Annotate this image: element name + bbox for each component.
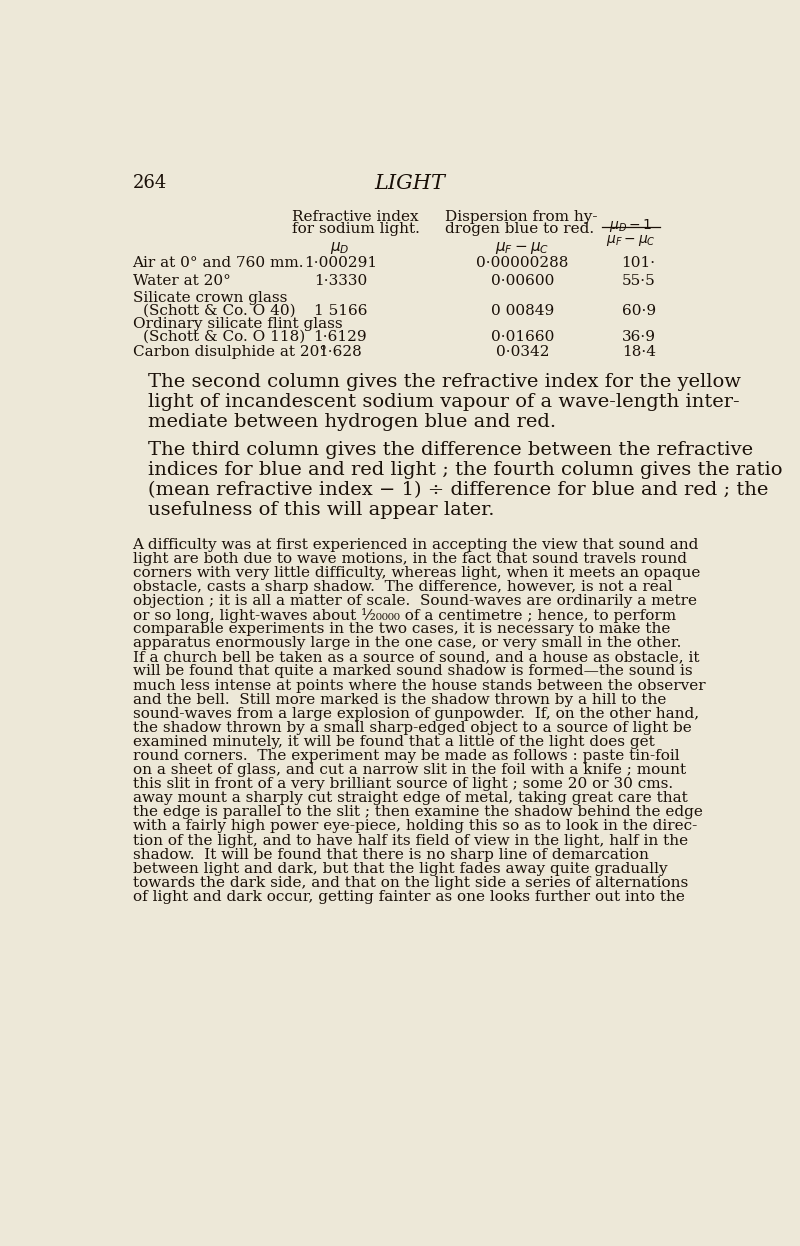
Text: sound-waves from a large explosion of gunpowder.  If, on the other hand,: sound-waves from a large explosion of gu…: [133, 706, 698, 720]
Text: If a church bell be taken as a source of sound, and a house as obstacle, it: If a church bell be taken as a source of…: [133, 650, 699, 664]
Text: apparatus enormously large in the one case, or very small in the other.: apparatus enormously large in the one ca…: [133, 637, 681, 650]
Text: 36·9: 36·9: [622, 330, 656, 344]
Text: usefulness of this will appear later.: usefulness of this will appear later.: [148, 501, 494, 518]
Text: 0·00000288: 0·00000288: [476, 255, 569, 270]
Text: Silicate crown glass: Silicate crown glass: [133, 292, 287, 305]
Text: the edge is parallel to the slit ; then examine the shadow behind the edge: the edge is parallel to the slit ; then …: [133, 805, 702, 820]
Text: indices for blue and red light ; the fourth column gives the ratio: indices for blue and red light ; the fou…: [148, 461, 782, 478]
Text: examined minutely, it will be found that a little of the light does get: examined minutely, it will be found that…: [133, 735, 654, 749]
Text: Air at 0° and 760 mm.: Air at 0° and 760 mm.: [133, 255, 304, 270]
Text: 1·3330: 1·3330: [314, 274, 367, 288]
Text: the shadow thrown by a small sharp-edged object to a source of light be: the shadow thrown by a small sharp-edged…: [133, 720, 691, 735]
Text: with a fairly high power eye-piece, holding this so as to look in the direc-: with a fairly high power eye-piece, hold…: [133, 820, 697, 834]
Text: LIGHT: LIGHT: [374, 174, 446, 193]
Text: comparable experiments in the two cases, it is necessary to make the: comparable experiments in the two cases,…: [133, 622, 670, 637]
Text: 1·628: 1·628: [318, 345, 362, 359]
Text: (mean refractive index − 1) ÷ difference for blue and red ; the: (mean refractive index − 1) ÷ difference…: [148, 481, 769, 498]
Text: Dispersion from hy-: Dispersion from hy-: [445, 209, 598, 223]
Text: The third column gives the difference between the refractive: The third column gives the difference be…: [148, 441, 753, 459]
Text: 1·000291: 1·000291: [304, 255, 377, 270]
Text: of light and dark occur, getting fainter as one looks further out into the: of light and dark occur, getting fainter…: [133, 890, 685, 903]
Text: Carbon disulphide at 20°: Carbon disulphide at 20°: [133, 345, 326, 359]
Text: this slit in front of a very brilliant source of light ; some 20 or 30 cms.: this slit in front of a very brilliant s…: [133, 778, 673, 791]
Text: Ordinary silicate flint glass: Ordinary silicate flint glass: [133, 318, 342, 331]
Text: Water at 20°: Water at 20°: [133, 274, 230, 288]
Text: 1 5166: 1 5166: [314, 304, 367, 318]
Text: 1·6129: 1·6129: [314, 330, 367, 344]
Text: light of incandescent sodium vapour of a wave-length inter-: light of incandescent sodium vapour of a…: [148, 392, 740, 411]
Text: or so long, light-waves about ¹⁄₂₀₀₀₀ of a centimetre ; hence, to perform: or so long, light-waves about ¹⁄₂₀₀₀₀ of…: [133, 608, 676, 623]
Text: 0·0342: 0·0342: [496, 345, 549, 359]
Text: The second column gives the refractive index for the yellow: The second column gives the refractive i…: [148, 373, 741, 391]
Text: 0 00849: 0 00849: [490, 304, 554, 318]
Text: Refractive index: Refractive index: [292, 209, 419, 223]
Text: round corners.  The experiment may be made as follows : paste tin-foil: round corners. The experiment may be mad…: [133, 749, 679, 763]
Text: $\mu_D$: $\mu_D$: [330, 240, 350, 257]
Text: for sodium light.: for sodium light.: [292, 222, 420, 235]
Text: light are both due to wave motions, in the fact that sound travels round: light are both due to wave motions, in t…: [133, 552, 686, 566]
Text: tion of the light, and to have half its field of view in the light, half in the: tion of the light, and to have half its …: [133, 834, 688, 847]
Text: 18·4: 18·4: [622, 345, 656, 359]
Text: 60·9: 60·9: [622, 304, 656, 318]
Text: $\mu_D - 1$: $\mu_D - 1$: [609, 217, 653, 234]
Text: 101·: 101·: [622, 255, 656, 270]
Text: (Schott & Co. O 118): (Schott & Co. O 118): [143, 330, 306, 344]
Text: away mount a sharply cut straight edge of metal, taking great care that: away mount a sharply cut straight edge o…: [133, 791, 687, 805]
Text: drogen blue to red.: drogen blue to red.: [445, 222, 594, 235]
Text: 264: 264: [133, 174, 167, 192]
Text: 0·00600: 0·00600: [490, 274, 554, 288]
Text: on a sheet of glass, and cut a narrow slit in the foil with a knife ; mount: on a sheet of glass, and cut a narrow sl…: [133, 763, 686, 778]
Text: mediate between hydrogen blue and red.: mediate between hydrogen blue and red.: [148, 412, 556, 431]
Text: will be found that quite a marked sound shadow is formed—the sound is: will be found that quite a marked sound …: [133, 664, 692, 678]
Text: much less intense at points where the house stands between the observer: much less intense at points where the ho…: [133, 679, 705, 693]
Text: shadow.  It will be found that there is no sharp line of demarcation: shadow. It will be found that there is n…: [133, 847, 649, 861]
Text: $\mu_F - \mu_C$: $\mu_F - \mu_C$: [606, 233, 656, 248]
Text: A difficulty was at first experienced in accepting the view that sound and: A difficulty was at first experienced in…: [133, 537, 699, 552]
Text: obstacle, casts a sharp shadow.  The difference, however, is not a real: obstacle, casts a sharp shadow. The diff…: [133, 579, 672, 594]
Text: 0·01660: 0·01660: [490, 330, 554, 344]
Text: $\mu_F - \mu_C$: $\mu_F - \mu_C$: [495, 240, 550, 257]
Text: and the bell.  Still more marked is the shadow thrown by a hill to the: and the bell. Still more marked is the s…: [133, 693, 666, 706]
Text: 55·5: 55·5: [622, 274, 655, 288]
Text: corners with very little difficulty, whereas light, when it meets an opaque: corners with very little difficulty, whe…: [133, 566, 700, 579]
Text: (Schott & Co. O 40): (Schott & Co. O 40): [143, 304, 296, 318]
Text: objection ; it is all a matter of scale.  Sound-waves are ordinarily a metre: objection ; it is all a matter of scale.…: [133, 594, 697, 608]
Text: between light and dark, but that the light fades away quite gradually: between light and dark, but that the lig…: [133, 862, 667, 876]
Text: towards the dark side, and that on the light side a series of alternations: towards the dark side, and that on the l…: [133, 876, 688, 890]
